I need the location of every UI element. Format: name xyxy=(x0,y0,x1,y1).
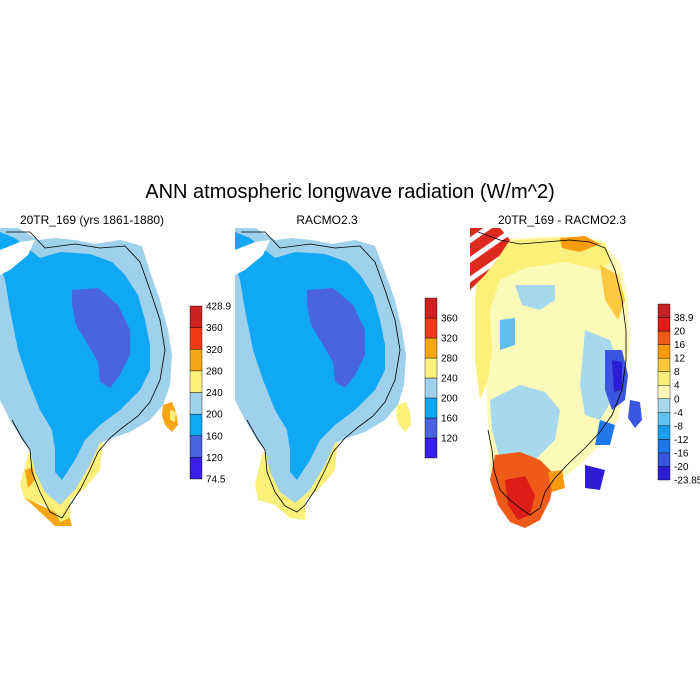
colorbar-tick-label: 8 xyxy=(674,367,680,378)
colorbar-swatch xyxy=(657,452,671,467)
panel-20tr-169: 20TR_169 (yrs 1861-1880) 74.5 120 160 200 24… xyxy=(0,213,231,526)
colorbar-swatch xyxy=(657,344,671,359)
colorbar-swatch xyxy=(189,349,203,372)
colorbar-tick-label: -16 xyxy=(674,448,689,459)
figure-title: ANN atmospheric longwave radiation (W/m^… xyxy=(145,181,555,203)
panel-title: RACMO2.3 xyxy=(296,213,358,227)
colorbar-tick-label: 240 xyxy=(441,374,458,385)
colorbar-tick-label: 38.9 xyxy=(674,313,694,324)
colorbar-tick-label: 280 xyxy=(206,366,223,377)
colorbar-swatch xyxy=(424,397,438,419)
colorbar-swatch xyxy=(189,370,203,393)
colorbar-tick-label: 160 xyxy=(441,414,458,425)
colorbar-swatch xyxy=(657,317,671,332)
colorbar-tick-label: -12 xyxy=(674,435,689,446)
panel-title: 20TR_169 (yrs 1861-1880) xyxy=(20,213,164,227)
colorbar-swatch xyxy=(189,435,203,458)
map-20tr-169 xyxy=(0,228,178,526)
colorbar-swatch xyxy=(657,371,671,386)
colorbar-swatch xyxy=(424,337,438,359)
map-difference xyxy=(470,228,642,528)
colorbar-tick-label: 4 xyxy=(674,381,680,392)
colorbar-swatch xyxy=(657,330,671,345)
panel-title: 20TR_169 - RACMO2.3 xyxy=(498,213,626,227)
colorbar-swatch xyxy=(657,412,671,427)
colorbar-swatch xyxy=(424,437,438,459)
colorbar-tick-label: -20 xyxy=(674,462,689,473)
colorbar-tick-label: 160 xyxy=(206,431,223,442)
colorbar-tick-label: 360 xyxy=(441,314,458,325)
colorbar-tick-label: -8 xyxy=(674,421,683,432)
colorbar-swatch xyxy=(657,385,671,399)
colorbar-swatch xyxy=(657,357,671,372)
colorbar-swatch xyxy=(189,392,203,415)
colorbar-swatch xyxy=(657,425,671,440)
panel-racmo2-3: RACMO2.3 120 160 200 240 280 320 360 xyxy=(235,213,458,520)
colorbar-tick-label: 320 xyxy=(441,334,458,345)
colorbar-tick-label: 74.5 xyxy=(206,475,226,486)
colorbar: 74.5 120 160 200 240 280 320 360 428.9 xyxy=(189,302,231,486)
colorbar-swatch xyxy=(189,457,203,480)
panel-difference: 20TR_169 - RACMO2.3 xyxy=(470,213,700,528)
colorbar-tick-label: 360 xyxy=(206,323,223,334)
colorbar-tick-label: -23.85 xyxy=(674,476,700,487)
colorbar-tick-label: 280 xyxy=(441,354,458,365)
colorbar-swatch xyxy=(657,466,671,481)
colorbar-tick-label: 200 xyxy=(441,394,458,405)
colorbar-tick-label: 240 xyxy=(206,388,223,399)
colorbar-swatch xyxy=(424,417,438,439)
colorbar-tick-label: 120 xyxy=(441,434,458,445)
map-racmo2-3 xyxy=(235,228,411,520)
colorbar: 120 160 200 240 280 320 360 xyxy=(424,297,458,459)
colorbar-tick-label: -4 xyxy=(674,408,683,419)
colorbar: -23.85 -20 -16 -12 -8 -4 0 4 8 12 16 20 38.9 xyxy=(657,303,700,487)
colorbar-tick-label: 120 xyxy=(206,453,223,464)
colorbar-tick-label: 320 xyxy=(206,345,223,356)
colorbar-swatch xyxy=(424,377,438,399)
colorbar-swatch xyxy=(189,305,203,328)
colorbar-swatch xyxy=(424,357,438,379)
colorbar-tick-label: 0 xyxy=(674,394,680,405)
colorbar-swatch xyxy=(189,327,203,350)
colorbar-swatch xyxy=(657,303,671,318)
colorbar-swatch xyxy=(189,413,203,436)
colorbar-tick-label: 20 xyxy=(674,327,686,338)
colorbar-swatch xyxy=(657,398,671,413)
colorbar-swatch xyxy=(424,297,438,319)
colorbar-tick-label: 12 xyxy=(674,354,686,365)
colorbar-swatch xyxy=(657,439,671,454)
colorbar-swatch xyxy=(424,317,438,339)
colorbar-tick-label: 428.9 xyxy=(206,302,231,313)
colorbar-tick-label: 16 xyxy=(674,340,686,351)
colorbar-tick-label: 200 xyxy=(206,410,223,421)
